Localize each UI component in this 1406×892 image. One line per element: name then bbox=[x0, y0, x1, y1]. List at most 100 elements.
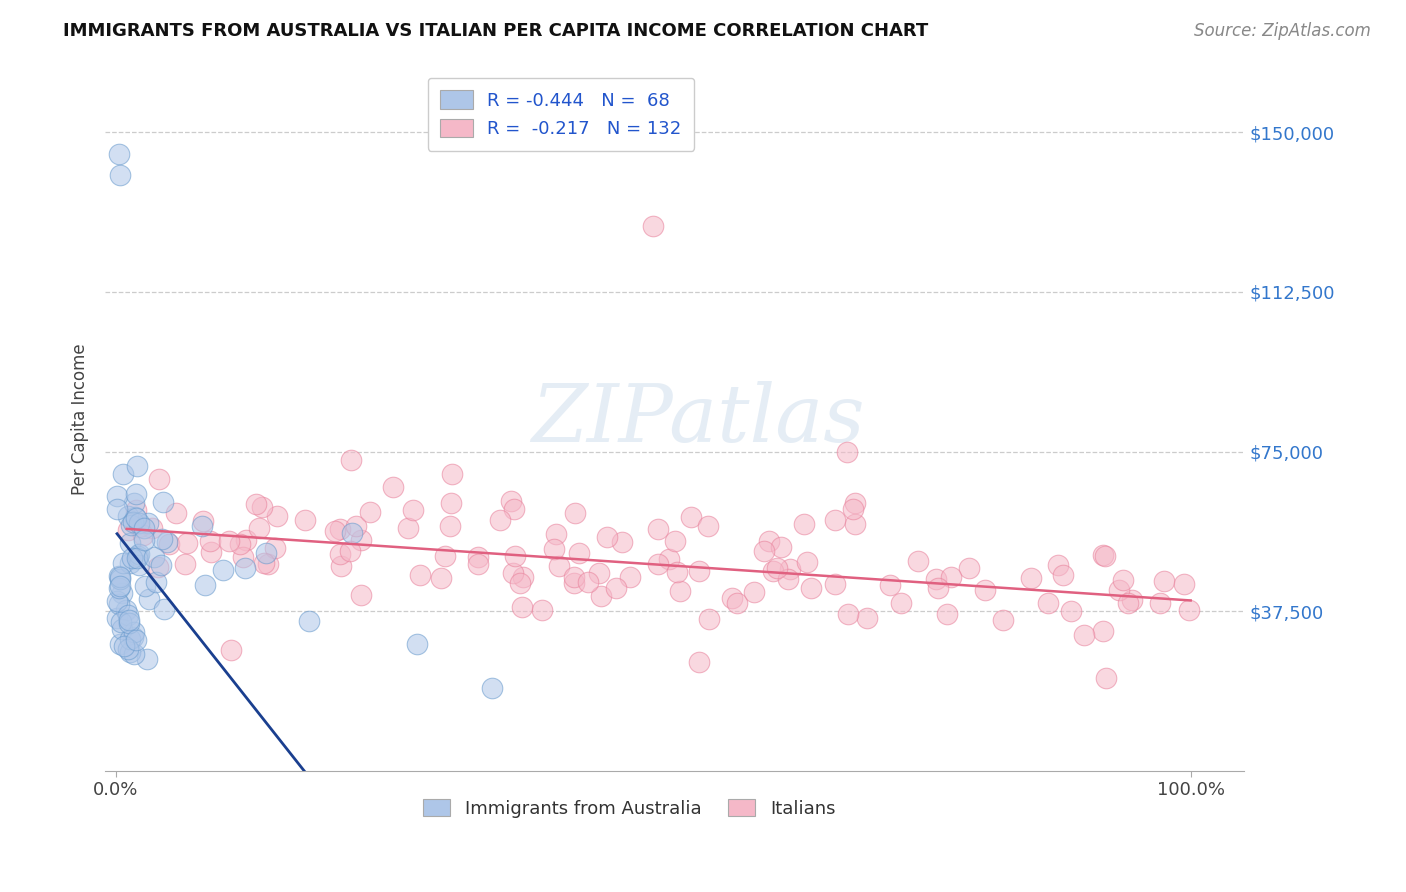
Point bbox=[578, 574, 600, 589]
Point bbox=[664, 533, 686, 548]
Point bbox=[927, 581, 949, 595]
Point bbox=[157, 537, 180, 551]
Text: ZIPatlas: ZIPatlas bbox=[531, 381, 865, 458]
Point bbox=[643, 219, 665, 233]
Point bbox=[128, 516, 150, 530]
Point bbox=[110, 615, 132, 630]
Point bbox=[842, 502, 865, 516]
Point bbox=[752, 544, 775, 558]
Point bbox=[105, 501, 128, 516]
Point bbox=[544, 526, 567, 541]
Point bbox=[233, 560, 256, 574]
Point bbox=[510, 600, 533, 615]
Point bbox=[120, 518, 142, 533]
Point bbox=[176, 535, 198, 549]
Point bbox=[107, 568, 129, 582]
Point bbox=[1095, 671, 1118, 685]
Point bbox=[562, 575, 585, 590]
Point bbox=[120, 645, 142, 659]
Point bbox=[766, 560, 789, 574]
Point bbox=[339, 544, 361, 558]
Point bbox=[725, 597, 748, 611]
Point bbox=[925, 572, 948, 586]
Point bbox=[108, 581, 131, 595]
Point bbox=[112, 640, 135, 654]
Point bbox=[1060, 604, 1083, 618]
Point bbox=[124, 509, 146, 524]
Point bbox=[503, 502, 526, 516]
Point bbox=[132, 533, 155, 548]
Point bbox=[439, 519, 461, 533]
Point bbox=[824, 577, 846, 591]
Point bbox=[118, 613, 141, 627]
Point bbox=[796, 555, 818, 569]
Point bbox=[993, 613, 1015, 627]
Point bbox=[505, 549, 527, 563]
Point bbox=[107, 594, 129, 608]
Point bbox=[1073, 628, 1095, 642]
Point bbox=[141, 520, 163, 534]
Point bbox=[1108, 583, 1130, 598]
Point bbox=[191, 514, 214, 528]
Point bbox=[148, 472, 170, 486]
Point bbox=[562, 570, 585, 584]
Point bbox=[350, 588, 373, 602]
Point bbox=[125, 632, 148, 647]
Point bbox=[200, 544, 222, 558]
Point bbox=[118, 556, 141, 570]
Point bbox=[489, 513, 512, 527]
Point bbox=[125, 487, 148, 501]
Point bbox=[430, 571, 453, 585]
Point bbox=[547, 559, 569, 574]
Text: Source: ZipAtlas.com: Source: ZipAtlas.com bbox=[1194, 22, 1371, 40]
Point bbox=[844, 516, 866, 531]
Point bbox=[329, 547, 352, 561]
Point bbox=[118, 616, 141, 631]
Point bbox=[146, 559, 169, 574]
Point bbox=[105, 489, 128, 503]
Point bbox=[212, 563, 235, 577]
Point bbox=[117, 641, 139, 656]
Point bbox=[596, 530, 619, 544]
Point bbox=[219, 643, 242, 657]
Point bbox=[349, 533, 371, 547]
Point bbox=[110, 570, 132, 584]
Point bbox=[856, 610, 879, 624]
Point bbox=[117, 608, 139, 623]
Point bbox=[107, 597, 129, 611]
Point bbox=[108, 572, 131, 586]
Point bbox=[191, 519, 214, 533]
Point bbox=[501, 493, 523, 508]
Point bbox=[1036, 596, 1059, 610]
Point bbox=[605, 581, 627, 595]
Point bbox=[110, 168, 132, 182]
Point bbox=[329, 522, 352, 536]
Point bbox=[142, 549, 165, 564]
Point bbox=[105, 611, 128, 625]
Point bbox=[689, 655, 711, 669]
Point bbox=[111, 622, 134, 636]
Point bbox=[156, 534, 179, 549]
Point bbox=[647, 522, 669, 536]
Point bbox=[679, 510, 702, 524]
Point bbox=[793, 517, 815, 532]
Point bbox=[232, 549, 254, 564]
Point bbox=[152, 494, 174, 508]
Point bbox=[381, 480, 404, 494]
Point bbox=[907, 554, 929, 568]
Point bbox=[619, 569, 641, 583]
Point bbox=[721, 591, 744, 606]
Point bbox=[509, 576, 531, 591]
Point bbox=[125, 511, 148, 525]
Point bbox=[744, 584, 766, 599]
Point bbox=[108, 146, 131, 161]
Point bbox=[467, 550, 489, 565]
Point bbox=[173, 557, 195, 571]
Point bbox=[481, 681, 503, 695]
Point bbox=[339, 453, 361, 467]
Point bbox=[1173, 576, 1195, 591]
Point bbox=[252, 500, 274, 515]
Point bbox=[974, 583, 997, 598]
Point bbox=[152, 533, 174, 547]
Point bbox=[149, 558, 172, 572]
